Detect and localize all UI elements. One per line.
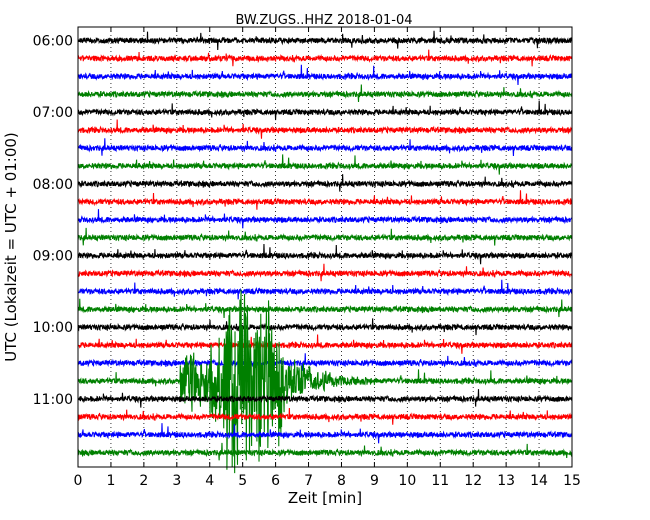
x-tick-label: 11 (431, 473, 449, 489)
trace-0830 (77, 209, 573, 229)
trace-0600 (77, 30, 573, 50)
trace-1000 (77, 318, 573, 336)
y-tick-label: 09:00 (33, 249, 73, 265)
trace-0915 (77, 263, 573, 282)
x-axis: 0 1 2 3 4 5 6 7 8 9 10 11 12 13 14 15 (74, 27, 581, 489)
y-tick-label: 11:00 (33, 392, 73, 408)
trace-0615 (77, 49, 573, 67)
y-axis-label: UTC (Lokalzeit = UTC + 01:00) (2, 132, 20, 362)
trace-0900 (77, 243, 573, 265)
x-tick-label: 13 (497, 473, 515, 489)
x-tick-label: 2 (139, 473, 148, 489)
x-tick-label: 4 (205, 473, 214, 489)
y-axis: 06:00 07:00 08:00 09:00 10:00 11:00 (33, 34, 572, 408)
x-tick-label: 7 (304, 473, 313, 489)
trace-0815 (77, 190, 573, 210)
trace-0845 (77, 227, 573, 246)
x-tick-label: 10 (398, 473, 416, 489)
x-tick-label: 1 (106, 473, 115, 489)
trace-1015 (77, 333, 573, 354)
trace-0930 (77, 279, 573, 300)
trace-1045 (77, 289, 573, 474)
x-tick-label: 3 (172, 473, 181, 489)
trace-1145 (77, 442, 573, 461)
traces (77, 30, 573, 474)
x-tick-label: 15 (563, 473, 581, 489)
x-tick-label: 8 (337, 473, 346, 489)
trace-0745 (77, 154, 573, 175)
x-tick-label: 9 (370, 473, 379, 489)
y-tick-label: 08:00 (33, 177, 73, 193)
y-tick-label: 10:00 (33, 320, 73, 336)
x-tick-label: 14 (530, 473, 548, 489)
trace-0645 (77, 84, 573, 103)
plot-frame (77, 26, 573, 468)
trace-1130 (77, 423, 573, 444)
x-axis-label: Zeit [min] (288, 489, 362, 507)
trace-0630 (77, 64, 573, 86)
x-tick-label: 6 (271, 473, 280, 489)
x-tick-label: 0 (74, 473, 83, 489)
trace-1030 (77, 353, 573, 371)
trace-0715 (77, 119, 573, 139)
trace-0730 (77, 138, 573, 156)
trace-0700 (77, 100, 573, 121)
chart-title: BW.ZUGS..HHZ 2018-01-04 (235, 13, 412, 28)
grid-lines (110, 27, 540, 467)
x-tick-label: 5 (238, 473, 247, 489)
trace-0945 (77, 298, 573, 318)
trace-1115 (77, 408, 573, 425)
x-tick-label: 12 (464, 473, 482, 489)
y-tick-label: 07:00 (33, 105, 73, 121)
trace-0800 (77, 174, 573, 192)
trace-1100 (77, 389, 573, 408)
y-tick-label: 06:00 (33, 34, 73, 50)
